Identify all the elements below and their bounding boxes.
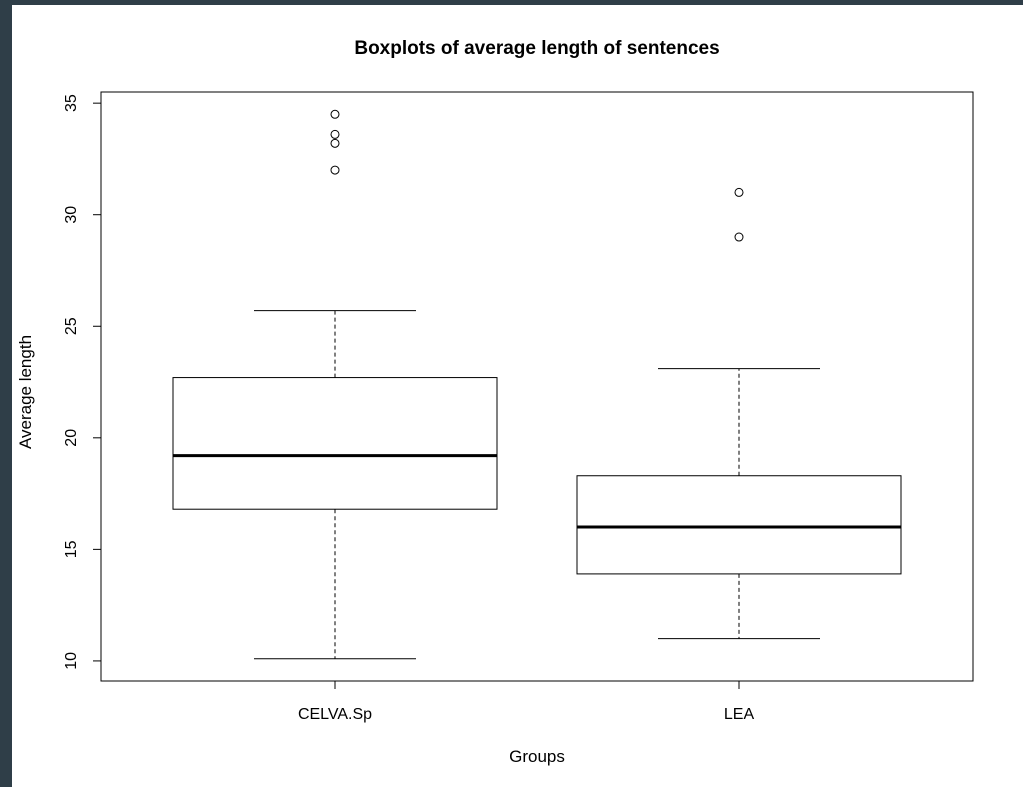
box-celva-sp — [172, 377, 498, 510]
box-lea — [576, 475, 902, 575]
y-axis-label: Average length — [16, 335, 35, 449]
x-axis-label: Groups — [509, 747, 565, 766]
y-tick-label-20: 20 — [63, 429, 80, 447]
chart-title: Boxplots of average length of sentences — [354, 38, 719, 59]
outlier-celva-sp-3 — [330, 109, 340, 119]
y-tick-label-30: 30 — [63, 206, 80, 224]
boxplot-chart: Boxplots of average length of sentences … — [16, 38, 974, 766]
outlier-celva-sp-2 — [330, 129, 340, 139]
y-tick-label-15: 15 — [63, 540, 80, 558]
outlier-celva-sp-0 — [330, 165, 340, 175]
y-tick-label-35: 35 — [63, 94, 80, 112]
chart-marks: 10 15 20 25 30 35 CELVA.Sp LEA — [63, 94, 902, 723]
y-tick-label-25: 25 — [63, 317, 80, 335]
outlier-celva-sp-1 — [330, 138, 340, 148]
outlier-lea-0 — [734, 232, 744, 242]
plot-panel: Boxplots of average length of sentences … — [12, 5, 1023, 787]
x-tick-label-celva-sp: CELVA.Sp — [298, 706, 372, 723]
x-tick-label-lea: LEA — [724, 706, 755, 723]
y-tick-label-10: 10 — [63, 652, 80, 670]
outlier-lea-1 — [734, 187, 744, 197]
